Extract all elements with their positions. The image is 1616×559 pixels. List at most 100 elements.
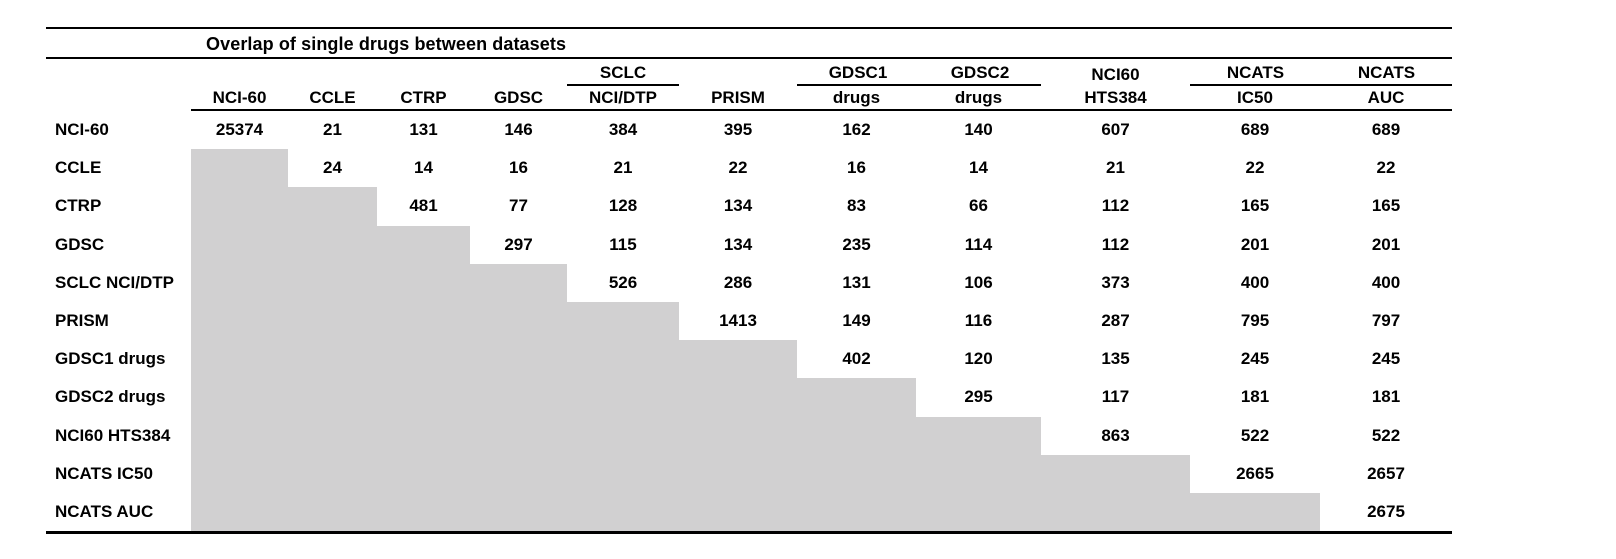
- data-cell: 245: [1240, 349, 1270, 369]
- shaded-cell: [916, 416, 1041, 455]
- shaded-cell: [377, 263, 470, 302]
- row-label: GDSC2 drugs: [55, 387, 166, 407]
- data-cell: 120: [964, 349, 993, 369]
- table-row: GDSC2 drugs 295 117 181 181: [46, 378, 1452, 417]
- data-cell: 131: [409, 120, 438, 140]
- data-cell: 128: [608, 196, 638, 216]
- shaded-cell: [377, 416, 470, 455]
- column-group-header: NCATS NCATS: [1190, 59, 1452, 86]
- row-label: SCLC NCI/DTP: [55, 272, 174, 292]
- shaded-cell: [567, 340, 679, 379]
- column-header: NCI/DTP: [567, 86, 679, 111]
- data-cell: 165: [1240, 196, 1270, 216]
- row-label: GDSC1 drugs: [55, 349, 166, 369]
- shaded-cell: [567, 416, 679, 455]
- header-bottom-row: NCI-60 CCLE CTRP GDSC NCI/DTP PRISM drugs drugs…: [46, 86, 1452, 111]
- table-row: CCLE 24 14 16 21 22 16 14 21 22 22: [46, 149, 1452, 188]
- shaded-cell: [679, 340, 797, 379]
- shaded-cell: [567, 454, 679, 493]
- row-label: GDSC: [55, 234, 105, 254]
- column-top-label: NCI60: [1091, 65, 1140, 84]
- shaded-cell: [567, 378, 679, 417]
- column-group-header: GDSC1 GDSC2: [797, 59, 1041, 86]
- shaded-cell: [191, 492, 288, 532]
- column-header: AUC: [1320, 86, 1452, 111]
- shaded-cell: [679, 378, 797, 417]
- data-cell: 114: [964, 234, 993, 254]
- data-cell: 245: [1371, 349, 1401, 369]
- data-cell: 116: [964, 311, 993, 331]
- data-cell: 134: [723, 234, 753, 254]
- data-cell: 2665: [1236, 463, 1274, 483]
- shaded-cell: [679, 416, 797, 455]
- data-cell: 22: [1245, 158, 1265, 178]
- data-cell: 106: [964, 272, 993, 292]
- data-cell: 201: [1371, 234, 1401, 254]
- data-cell: 2657: [1367, 463, 1405, 483]
- data-cell: 297: [504, 234, 533, 254]
- table-row: NCI60 HTS384 863 522 522: [46, 416, 1452, 455]
- shaded-cell: [470, 378, 567, 417]
- shaded-cell: [191, 187, 288, 226]
- data-cell: 115: [609, 234, 637, 254]
- data-cell: 149: [842, 311, 871, 331]
- column-group-header: SCLC: [567, 59, 679, 86]
- data-cell: 384: [608, 120, 638, 140]
- data-cell: 522: [1371, 425, 1401, 445]
- shaded-cell: [797, 492, 916, 532]
- column-header: IC50: [1190, 86, 1320, 111]
- data-cell: 181: [1240, 387, 1270, 407]
- row-label: CTRP: [55, 196, 102, 216]
- shaded-cell: [567, 301, 679, 341]
- data-cell: 131: [842, 272, 871, 292]
- shaded-cell: [288, 416, 377, 455]
- shaded-cell: [191, 378, 288, 417]
- overlap-table: Overlap of single drugs between datasets…: [46, 27, 1452, 535]
- shaded-cell: [470, 454, 567, 493]
- data-cell: 140: [964, 120, 993, 140]
- shaded-cell: [377, 340, 470, 379]
- shaded-cell: [916, 492, 1041, 532]
- shaded-cell: [377, 378, 470, 417]
- shaded-cell: [567, 492, 679, 532]
- shaded-cell: [191, 225, 288, 264]
- shaded-cell: [288, 378, 377, 417]
- data-cell: 16: [847, 158, 866, 178]
- table-body: NCI-60 25374 21 131 146 384 395 162 140 607 689 689…: [46, 111, 1452, 532]
- data-cell: 201: [1240, 234, 1270, 254]
- shaded-cell: [470, 492, 567, 532]
- shaded-cell: [288, 492, 377, 532]
- data-cell: 373: [1101, 272, 1130, 292]
- title-row: Overlap of single drugs between datasets: [46, 29, 1452, 59]
- shaded-cell: [470, 263, 567, 302]
- table-row: NCI-60 25374 21 131 146 384 395 162 140 607 689 689: [46, 111, 1452, 149]
- shaded-cell: [288, 454, 377, 493]
- column-top-label: GDSC1: [828, 63, 888, 82]
- column-top-label: NCATS: [1226, 63, 1285, 82]
- data-cell: 14: [969, 158, 988, 178]
- data-cell: 181: [1371, 387, 1401, 407]
- shaded-cell: [377, 301, 470, 341]
- table-row: NCATS AUC 2675: [46, 492, 1452, 532]
- column-group-header: NCI60: [1041, 59, 1190, 86]
- data-cell: 162: [842, 120, 871, 140]
- column-header: NCI-60: [191, 86, 288, 111]
- table-row: CTRP 481 77 128 134 83 66 112 165 165: [46, 187, 1452, 226]
- data-cell: 83: [847, 196, 866, 216]
- shaded-cell: [1041, 492, 1190, 532]
- data-cell: 77: [509, 196, 528, 216]
- row-label: NCATS AUC: [55, 501, 154, 521]
- column-header: PRISM: [679, 86, 797, 111]
- shaded-cell: [377, 454, 470, 493]
- shaded-cell: [679, 492, 797, 532]
- shaded-cell: [191, 340, 288, 379]
- row-label: NCI60 HTS384: [55, 425, 171, 445]
- shaded-cell: [679, 454, 797, 493]
- shaded-cell: [288, 340, 377, 379]
- table-row: GDSC1 drugs 402 120 135 245 245: [46, 340, 1452, 379]
- table-row: GDSC 297 115 134 235 114 112 201 201: [46, 225, 1452, 264]
- data-cell: 400: [1371, 272, 1401, 292]
- data-cell: 1413: [719, 311, 757, 331]
- data-cell: 135: [1101, 349, 1130, 369]
